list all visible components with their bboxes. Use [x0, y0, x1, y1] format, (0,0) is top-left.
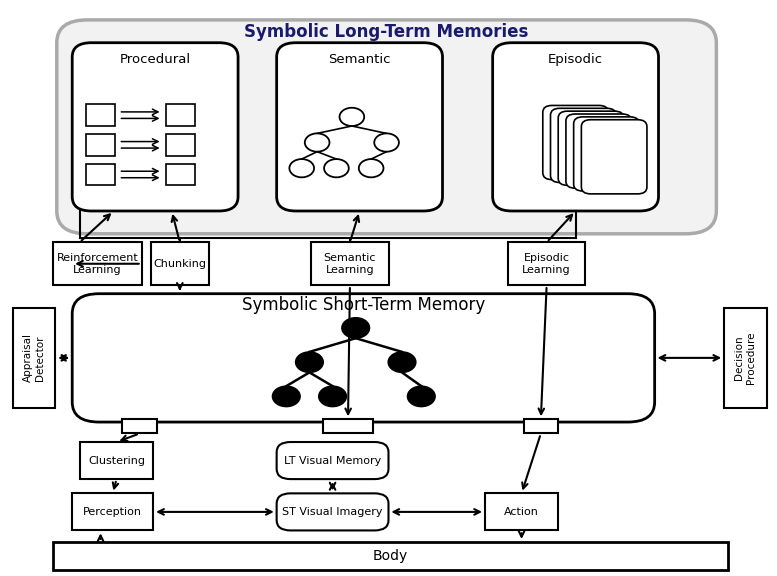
FancyBboxPatch shape	[493, 43, 658, 211]
Bar	[508, 242, 585, 285]
FancyBboxPatch shape	[558, 111, 624, 185]
Circle shape	[305, 134, 329, 151]
Circle shape	[340, 108, 364, 126]
FancyBboxPatch shape	[550, 108, 616, 183]
Text: Symbolic Long-Term Memories: Symbolic Long-Term Memories	[245, 24, 529, 41]
Text: Semantic: Semantic	[329, 53, 391, 66]
Circle shape	[375, 134, 399, 151]
FancyBboxPatch shape	[277, 494, 388, 530]
Bar	[485, 494, 558, 530]
Circle shape	[295, 352, 323, 373]
Circle shape	[407, 386, 435, 407]
Circle shape	[342, 317, 370, 338]
FancyBboxPatch shape	[543, 105, 608, 180]
Circle shape	[388, 352, 416, 373]
Text: Appraisal
Detector: Appraisal Detector	[23, 334, 45, 382]
Bar	[86, 164, 116, 185]
FancyBboxPatch shape	[57, 20, 716, 234]
Circle shape	[324, 159, 349, 177]
Bar	[524, 419, 558, 434]
Text: Decision
Procedure: Decision Procedure	[734, 332, 756, 384]
Bar	[72, 494, 153, 530]
Text: Procedural: Procedural	[120, 53, 190, 66]
FancyBboxPatch shape	[566, 114, 632, 188]
Text: Perception: Perception	[83, 507, 142, 517]
Bar	[12, 308, 55, 408]
Text: ST Visual Imagery: ST Visual Imagery	[282, 507, 383, 517]
Text: Symbolic Short-Term Memory: Symbolic Short-Term Memory	[242, 296, 485, 314]
FancyBboxPatch shape	[573, 117, 639, 191]
FancyBboxPatch shape	[72, 294, 655, 422]
Text: Reinforcement
Learning: Reinforcement Learning	[57, 253, 138, 275]
Circle shape	[273, 386, 300, 407]
Text: Episodic
Learning: Episodic Learning	[522, 253, 571, 275]
Text: Action: Action	[504, 507, 539, 517]
Bar	[122, 419, 157, 434]
FancyBboxPatch shape	[581, 120, 647, 194]
FancyBboxPatch shape	[277, 43, 442, 211]
Text: LT Visual Memory: LT Visual Memory	[284, 456, 382, 465]
Bar	[166, 164, 195, 185]
Bar	[312, 242, 388, 285]
Text: Semantic
Learning: Semantic Learning	[324, 253, 376, 275]
Text: Clustering: Clustering	[88, 456, 145, 465]
Bar	[166, 104, 195, 126]
Bar	[80, 442, 153, 479]
FancyBboxPatch shape	[72, 43, 238, 211]
Circle shape	[289, 159, 314, 177]
Bar	[323, 419, 373, 434]
Bar	[86, 104, 116, 126]
Bar	[53, 542, 728, 570]
Bar	[151, 242, 209, 285]
Bar	[166, 134, 195, 156]
Text: Body: Body	[373, 549, 408, 563]
FancyBboxPatch shape	[277, 442, 388, 479]
Bar	[86, 134, 116, 156]
Bar	[724, 308, 766, 408]
Circle shape	[359, 159, 384, 177]
Text: Episodic: Episodic	[548, 53, 603, 66]
Text: Chunking: Chunking	[153, 259, 207, 269]
Bar	[53, 242, 141, 285]
Circle shape	[319, 386, 347, 407]
